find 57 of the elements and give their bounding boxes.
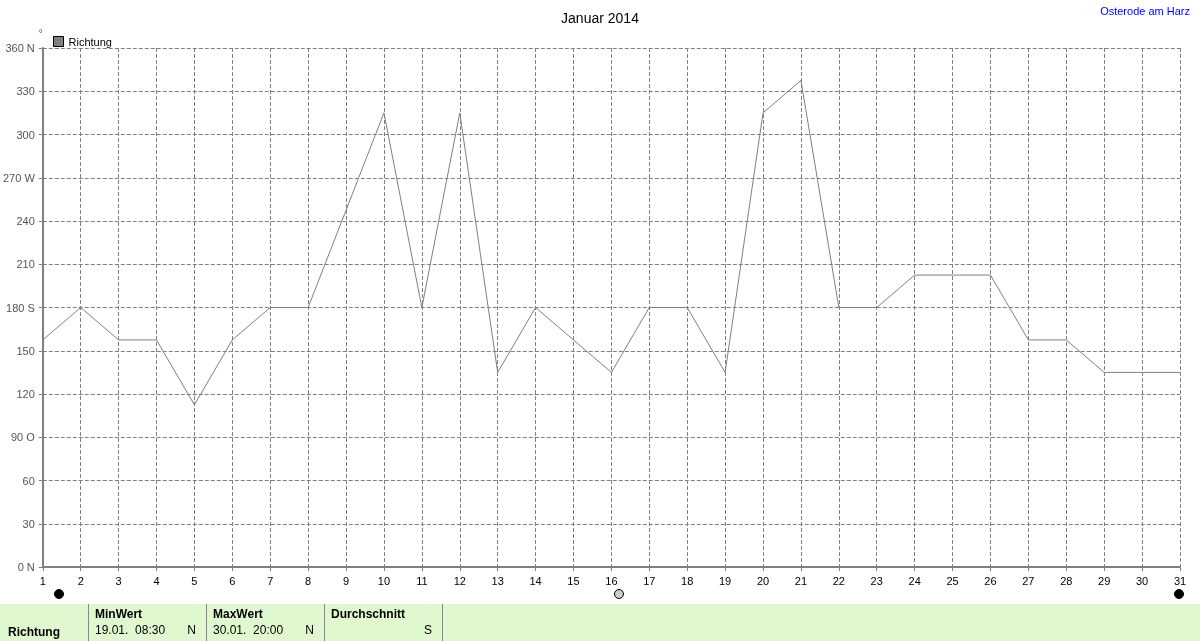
- text: N: [304, 623, 314, 637]
- x-tick-label: 9: [342, 574, 350, 587]
- x-tick-label: 31: [1173, 574, 1187, 587]
- y-tick-label: 0 N: [17, 561, 35, 573]
- x-tick-label: 13: [491, 574, 504, 587]
- x-tick-label: 29: [1098, 574, 1111, 587]
- x-tick-label: 21: [794, 574, 808, 587]
- x-tick-label: 3: [115, 574, 122, 587]
- x-tick-label: 10: [377, 574, 391, 587]
- x-tick-label: 20: [756, 574, 770, 587]
- text: MinWert: [95, 607, 143, 621]
- x-tick-label: 6: [229, 574, 236, 587]
- text: MaxWert: [213, 607, 263, 621]
- x-tick-label: 12: [453, 574, 466, 587]
- y-tick-label: 180 S: [6, 301, 35, 314]
- x-tick-label: 30: [1135, 574, 1149, 587]
- x-tick-label: 26: [984, 574, 997, 587]
- y-tick-label: 150: [16, 344, 35, 357]
- x-tick-label: 19: [718, 574, 732, 587]
- x-tick-label: 25: [946, 574, 959, 587]
- text: N: [186, 623, 196, 637]
- x-tick-label: 5: [191, 574, 198, 587]
- y-tick-label: 270 W: [2, 171, 36, 184]
- text: Richtung: [8, 625, 60, 639]
- x-tick-label: 17: [643, 574, 656, 587]
- text: Durchschnitt: [331, 607, 406, 621]
- x-tick-label: 4: [153, 574, 160, 587]
- text: 30.01. 20:00: [213, 623, 284, 637]
- x-tick-label: 14: [529, 574, 542, 587]
- y-tick-label: 330: [16, 85, 35, 98]
- chart-title: Januar 2014: [561, 10, 640, 26]
- y-tick-label: 60: [22, 474, 35, 487]
- y-tick-label: 120: [16, 388, 35, 400]
- x-tick-label: 8: [305, 574, 312, 587]
- x-tick-label: 2: [77, 574, 84, 587]
- y-tick-label: 240: [16, 215, 35, 227]
- x-tick-label: 22: [832, 574, 845, 587]
- text: S: [423, 623, 432, 637]
- x-tick-label: 24: [908, 574, 921, 587]
- x-tick-label: 11: [416, 574, 428, 587]
- y-tick-label: 30: [22, 517, 35, 530]
- legend-label: Richtung: [68, 35, 112, 48]
- y-tick-label: 210: [16, 258, 35, 271]
- x-tick-label: 1: [39, 574, 46, 587]
- x-tick-label: 18: [681, 574, 694, 587]
- x-tick-label: 28: [1060, 574, 1073, 587]
- x-tick-label: 23: [870, 574, 883, 587]
- y-tick-label: 90 O: [10, 431, 36, 444]
- x-tick-label: 27: [1022, 574, 1035, 587]
- y-tick-label: 300: [16, 128, 35, 141]
- text: Osterode am Harz: [1100, 5, 1190, 17]
- y-axis-title: °: [38, 27, 43, 39]
- text: 19.01. 08:30: [95, 623, 166, 637]
- y-tick-label: 360 N: [5, 42, 35, 54]
- x-tick-label: 15: [567, 574, 580, 587]
- x-tick-label: 16: [605, 574, 618, 587]
- x-tick-label: 7: [267, 574, 274, 587]
